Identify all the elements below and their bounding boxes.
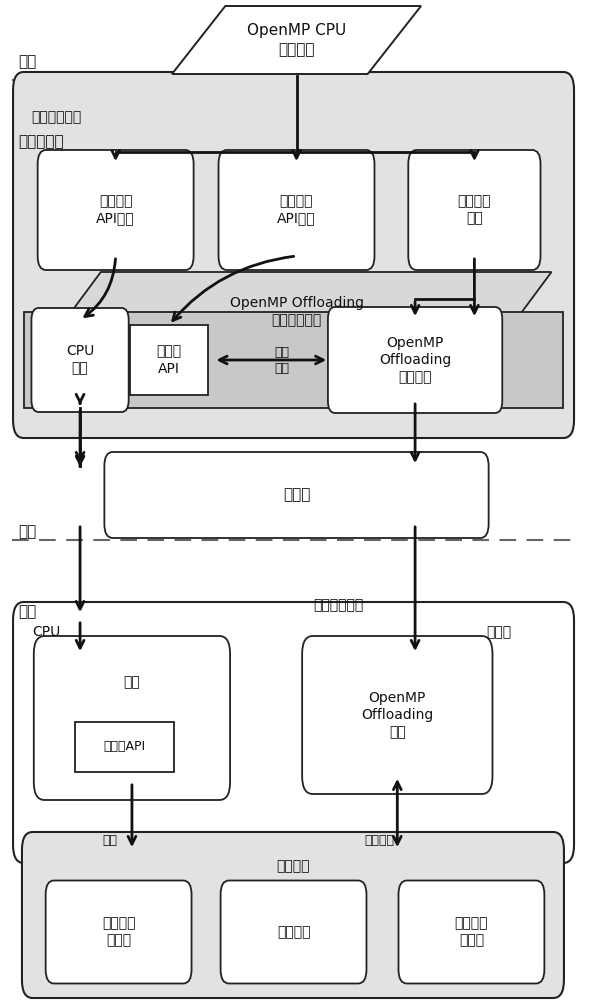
Text: OpenMP CPU
并行代码: OpenMP CPU 并行代码 — [247, 23, 346, 57]
Bar — [24, 312, 563, 408]
FancyBboxPatch shape — [34, 636, 230, 800]
FancyBboxPatch shape — [398, 880, 544, 984]
Polygon shape — [172, 6, 421, 74]
Text: 加速器: 加速器 — [486, 625, 511, 639]
Text: 异构计算平台: 异构计算平台 — [313, 598, 363, 612]
Text: 状态转换
API插入: 状态转换 API插入 — [277, 194, 316, 226]
FancyBboxPatch shape — [218, 150, 375, 270]
FancyBboxPatch shape — [38, 150, 193, 270]
FancyBboxPatch shape — [46, 880, 192, 984]
Bar — [130, 325, 208, 395]
FancyBboxPatch shape — [13, 602, 574, 863]
FancyBboxPatch shape — [408, 150, 541, 270]
Text: 源到源翻译: 源到源翻译 — [18, 134, 63, 149]
Text: 数据传输: 数据传输 — [277, 925, 310, 939]
Text: 输入: 输入 — [18, 54, 36, 70]
FancyBboxPatch shape — [13, 72, 574, 438]
Text: 源到源翻译器: 源到源翻译器 — [31, 110, 81, 124]
Text: 编译: 编译 — [18, 524, 36, 540]
Text: 运行: 运行 — [18, 604, 36, 619]
FancyBboxPatch shape — [302, 636, 492, 794]
Text: 调用: 调用 — [102, 834, 117, 846]
Polygon shape — [42, 272, 551, 352]
Text: OpenMP Offloading
异构并行代码: OpenMP Offloading 异构并行代码 — [229, 296, 364, 328]
Text: 一致性状
态转换: 一致性状 态转换 — [455, 916, 488, 948]
Text: 应用: 应用 — [123, 675, 141, 689]
Text: CPU: CPU — [33, 625, 61, 639]
FancyBboxPatch shape — [221, 880, 366, 984]
FancyBboxPatch shape — [104, 452, 489, 538]
FancyBboxPatch shape — [31, 308, 129, 412]
Text: 运行时
API: 运行时 API — [157, 344, 181, 376]
Text: OpenMP
Offloading
内核: OpenMP Offloading 内核 — [361, 691, 433, 739]
Text: 编译器: 编译器 — [283, 488, 310, 502]
Text: 并行指令
翻译: 并行指令 翻译 — [458, 194, 491, 226]
Bar — [75, 722, 174, 772]
Text: 数据传输: 数据传输 — [365, 834, 394, 846]
Text: 数据
传输: 数据 传输 — [274, 346, 289, 374]
FancyBboxPatch shape — [328, 307, 502, 413]
Text: OpenMP
Offloading
内核代码: OpenMP Offloading 内核代码 — [379, 336, 451, 384]
Text: 一致性状
态跟踪: 一致性状 态跟踪 — [102, 916, 135, 948]
FancyBboxPatch shape — [22, 832, 564, 998]
Text: CPU
代码: CPU 代码 — [66, 344, 94, 376]
Text: 运行时API: 运行时API — [103, 740, 146, 754]
Text: 数据传输
API插入: 数据传输 API插入 — [96, 194, 135, 226]
Text: 运行时库: 运行时库 — [276, 859, 310, 873]
